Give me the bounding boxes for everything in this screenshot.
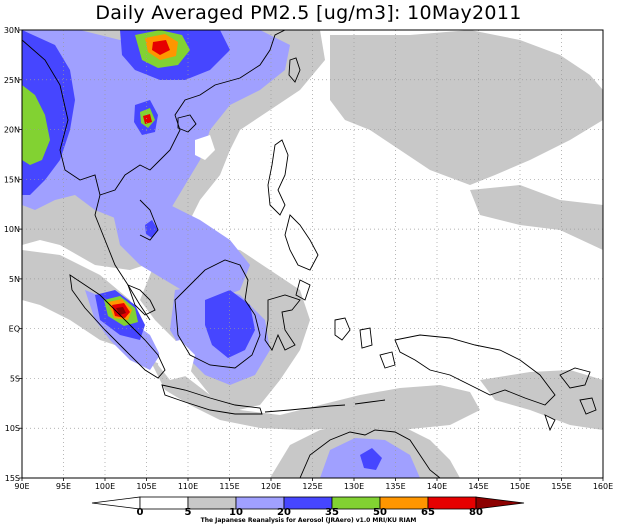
colorbar-level-label: 35 [325, 507, 339, 518]
coast-malay [127, 284, 156, 316]
lat-tick-label: 5S [10, 374, 20, 383]
grey-band-png [480, 370, 603, 430]
lat-tick-label: EQ [9, 325, 20, 334]
green-west [22, 85, 50, 165]
lon-tick-label: 130E [344, 482, 364, 491]
colorbar-swatch [139, 496, 189, 510]
darkred-sumatra [116, 307, 126, 315]
lon-tick-label: 140E [427, 482, 447, 491]
lon-tick-label: 120E [261, 482, 281, 491]
lon-tick-label: 160E [593, 482, 613, 491]
lat-tick-label: 10N [4, 225, 20, 234]
colorbar-level-label: 50 [373, 507, 387, 518]
colorbar-swatch [475, 496, 525, 510]
white-gap-2 [158, 340, 195, 380]
coast-philippines-south [284, 214, 319, 301]
lat-tick-label: 5N [9, 275, 20, 284]
colorbar-swatch [91, 496, 141, 510]
lat-tick-label: 15S [5, 474, 20, 483]
latitude-labels: 30N 25N 20N 15N 10N 5N EQ 5S 10S 15S [4, 26, 22, 483]
lat-tick-label: 15N [4, 175, 20, 184]
coast-luzon [267, 139, 289, 216]
coast-new-guinea [394, 334, 556, 406]
coast-australia [299, 429, 441, 478]
colorbar-level-label: 10 [229, 507, 243, 518]
lightblue-gulf [110, 195, 250, 300]
lightblue-indochina [22, 30, 290, 225]
white-gap-1 [195, 135, 215, 160]
coast-java [161, 384, 263, 415]
lon-tick-label: 110E [178, 482, 198, 491]
grey-band-java [150, 360, 480, 430]
colorbar-level-label: 65 [421, 507, 435, 518]
lon-tick-label: 90E [14, 482, 29, 491]
longitude-labels: 90E 95E 100E 105E 110E 115E 120E 125E 130E 135E 14… [14, 478, 613, 491]
lon-tick-label: 135E [385, 482, 405, 491]
red-south-china [152, 40, 170, 55]
red-hainan [143, 114, 152, 124]
colorbar-level-label: 0 [137, 507, 144, 518]
coast-mainland-asia [22, 30, 286, 321]
blue-borneo-center [205, 290, 255, 358]
grey-band-east [470, 185, 603, 250]
colorbar-level-label: 5 [185, 507, 192, 518]
colorbar-level-label: 80 [469, 507, 483, 518]
coastlines [22, 30, 597, 478]
colorbar: 0 5 10 20 35 50 65 80 [91, 496, 525, 518]
graticule [22, 30, 603, 478]
lat-tick-label: 30N [4, 26, 20, 35]
coast-moluccas [334, 317, 396, 369]
coast-sulawesi [264, 294, 301, 351]
lon-tick-label: 100E [95, 482, 115, 491]
coast-sumatra [69, 274, 166, 379]
lon-tick-label: 95E [56, 482, 71, 491]
credit-line: The Japanese Reanalysis for Aerosol (JRA… [200, 517, 417, 524]
lat-tick-label: 20N [4, 126, 20, 135]
map-title: Daily Averaged PM2.5 [ug/m3]: 10May2011 [95, 2, 522, 24]
colorbar-level-label: 20 [277, 507, 291, 518]
coast-hainan [177, 114, 197, 133]
lat-tick-label: 10S [5, 424, 20, 433]
coast-borneo [174, 259, 261, 369]
lat-tick-label: 25N [4, 76, 20, 85]
lon-tick-label: 105E [136, 482, 156, 491]
coast-taiwan [288, 57, 301, 83]
coast-islands-east [544, 367, 597, 432]
blue-java-spot [360, 448, 382, 470]
lon-tick-label: 155E [551, 482, 571, 491]
lon-tick-label: 150E [510, 482, 530, 491]
grey-band-ne [330, 30, 603, 185]
lon-tick-label: 125E [302, 482, 322, 491]
coast-lesser-sunda [264, 399, 386, 413]
lon-tick-label: 115E [219, 482, 239, 491]
lon-tick-label: 145E [468, 482, 488, 491]
